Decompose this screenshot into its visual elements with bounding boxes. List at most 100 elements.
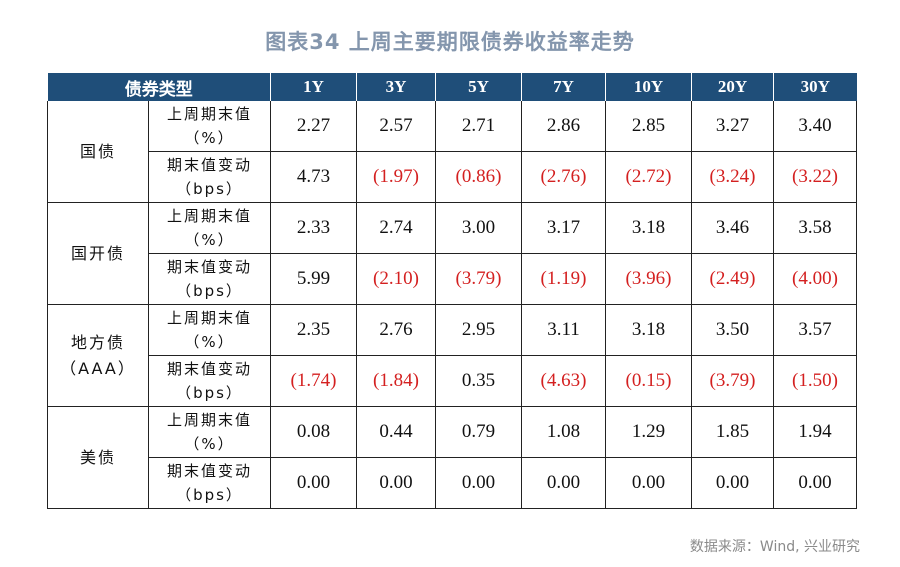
value-cell-1y: 2.27 <box>270 101 357 152</box>
header-row: 债券类型 1Y 3Y 5Y 7Y 10Y 20Y 30Y <box>47 73 857 101</box>
table-row: 期末值变动 （bps） 0.00 0.00 0.00 0.00 0.00 0.00 0.00 <box>48 457 857 509</box>
value-cell-5y: (0.86) <box>435 151 522 203</box>
table-row: 期末值变动 （bps） 4.73 (1.97) (0.86) (2.76) (2.72) (3… <box>48 151 857 203</box>
value-cell-20y: (3.79) <box>691 355 774 407</box>
metric-cell-period-change: 期末值变动 （bps） <box>148 151 271 203</box>
value-cell-10y: 3.18 <box>605 202 692 254</box>
metric-label: （%） <box>184 435 235 453</box>
value-cell-3y: (1.97) <box>356 151 436 203</box>
value-cell-5y: 2.71 <box>435 101 522 152</box>
value-cell-20y: (3.24) <box>691 151 774 203</box>
value-cell-20y: 1.85 <box>691 406 774 458</box>
metric-cell-period-end-value: 上周期末值 （%） <box>148 406 271 458</box>
value-cell-5y: 0.35 <box>435 355 522 407</box>
value-cell-5y: (3.79) <box>435 253 522 305</box>
figure-title: 图表34 上周主要期限债券收益率走势 <box>265 30 635 54</box>
metric-cell-period-end-value: 上周期末值 （%） <box>148 101 271 152</box>
header-cell-1y: 1Y <box>270 73 357 101</box>
value-cell-1y: (1.74) <box>270 355 357 407</box>
metric-label: （%） <box>184 333 235 351</box>
metric-label: 期末值变动 <box>166 156 252 174</box>
header-cell-10y: 10Y <box>605 73 692 101</box>
bond-type-cell-meizhai: 美债 <box>47 406 149 509</box>
value-cell-7y: (4.63) <box>521 355 606 407</box>
metric-label: （bps） <box>176 384 243 402</box>
value-cell-7y: (2.76) <box>521 151 606 203</box>
metric-label: （bps） <box>176 282 243 300</box>
header-cell-20y: 20Y <box>691 73 774 101</box>
metric-label: 上周期末值 <box>166 207 252 225</box>
value-cell-10y: (3.96) <box>605 253 692 305</box>
value-cell-10y: (2.72) <box>605 151 692 203</box>
metric-cell-period-change: 期末值变动 （bps） <box>148 457 271 509</box>
table-body: 国债 上周期末值 （%） 2.27 2.57 2.71 2.86 2.85 3.27 3.40 期末… <box>47 101 857 509</box>
table-row: 国债 上周期末值 （%） 2.27 2.57 2.71 2.86 2.85 3.27 3.40 <box>47 101 857 203</box>
value-cell-10y: 3.18 <box>605 304 692 356</box>
bond-type-label: 国债 <box>79 141 116 161</box>
value-cell-30y: 3.57 <box>773 304 857 356</box>
metric-label: 上周期末值 <box>166 309 252 327</box>
header-cell-3y: 3Y <box>356 73 436 101</box>
metric-label: 上周期末值 <box>166 411 252 429</box>
metric-label: 期末值变动 <box>166 462 252 480</box>
bond-yield-table: 债券类型 1Y 3Y 5Y 7Y 10Y 20Y 30Y 国债 上周期末值 （%） 2… <box>47 73 857 509</box>
value-cell-30y: 0.00 <box>773 457 857 509</box>
metric-label: （%） <box>184 231 235 249</box>
bond-type-label: 国开债 <box>70 243 125 263</box>
value-cell-5y: 2.95 <box>435 304 522 356</box>
metric-cell-period-change: 期末值变动 （bps） <box>148 355 271 407</box>
bond-type-cell-guozhai: 国债 <box>47 101 149 203</box>
header-cell-bond-type: 债券类型 <box>47 73 271 101</box>
table-row: 期末值变动 （bps） (1.74) (1.84) 0.35 (4.63) (0.15) (3… <box>48 355 857 407</box>
value-cell-20y: 3.46 <box>691 202 774 254</box>
value-cell-3y: 0.00 <box>356 457 436 509</box>
metric-cell-period-change: 期末值变动 （bps） <box>148 253 271 305</box>
value-cell-7y: 3.11 <box>521 304 606 356</box>
bond-type-label: 地方债 <box>70 332 125 352</box>
value-cell-30y: (4.00) <box>773 253 857 305</box>
value-cell-1y: 4.73 <box>270 151 357 203</box>
value-cell-30y: 3.40 <box>773 101 857 152</box>
value-cell-30y: 3.58 <box>773 202 857 254</box>
header-cell-5y: 5Y <box>435 73 522 101</box>
bond-type-label: （AAA） <box>60 358 136 378</box>
value-cell-20y: 3.50 <box>691 304 774 356</box>
value-cell-5y: 0.79 <box>435 406 522 458</box>
value-cell-3y: (1.84) <box>356 355 436 407</box>
value-cell-7y: (1.19) <box>521 253 606 305</box>
value-cell-3y: 0.44 <box>356 406 436 458</box>
table-row: 国开债 上周期末值 （%） 2.33 2.74 3.00 3.17 3.18 3.46 3.58 <box>47 202 857 305</box>
metric-cell-period-end-value: 上周期末值 （%） <box>148 304 271 356</box>
table-row: 美债 上周期末值 （%） 0.08 0.44 0.79 1.08 1.29 1.85 1.94 <box>47 406 857 509</box>
value-cell-7y: 0.00 <box>521 457 606 509</box>
value-cell-30y: (1.50) <box>773 355 857 407</box>
table-row: 期末值变动 （bps） 5.99 (2.10) (3.79) (1.19) (3.96) (2… <box>48 253 857 305</box>
value-cell-10y: 2.85 <box>605 101 692 152</box>
value-cell-1y: 5.99 <box>270 253 357 305</box>
value-cell-20y: 0.00 <box>691 457 774 509</box>
value-cell-5y: 3.00 <box>435 202 522 254</box>
value-cell-3y: 2.57 <box>356 101 436 152</box>
metric-cell-period-end-value: 上周期末值 （%） <box>148 202 271 254</box>
value-cell-1y: 2.35 <box>270 304 357 356</box>
bond-type-cell-difangzhai: 地方债 （AAA） <box>47 304 149 407</box>
metric-label: （%） <box>184 129 235 147</box>
value-cell-7y: 1.08 <box>521 406 606 458</box>
value-cell-30y: (3.22) <box>773 151 857 203</box>
value-cell-3y: (2.10) <box>356 253 436 305</box>
value-cell-1y: 0.08 <box>270 406 357 458</box>
value-cell-20y: (2.49) <box>691 253 774 305</box>
value-cell-10y: 1.29 <box>605 406 692 458</box>
value-cell-20y: 3.27 <box>691 101 774 152</box>
metric-label: 期末值变动 <box>166 360 252 378</box>
metric-label: （bps） <box>176 486 243 504</box>
value-cell-5y: 0.00 <box>435 457 522 509</box>
value-cell-1y: 0.00 <box>270 457 357 509</box>
source-note: 数据来源：Wind, 兴业研究 <box>689 539 860 555</box>
metric-label: （bps） <box>176 180 243 198</box>
value-cell-10y: (0.15) <box>605 355 692 407</box>
table-row: 地方债 （AAA） 上周期末值 （%） 2.35 2.76 2.95 3.11 3.18 3.50… <box>47 304 857 407</box>
metric-label: 上周期末值 <box>166 105 252 123</box>
value-cell-3y: 2.74 <box>356 202 436 254</box>
value-cell-10y: 0.00 <box>605 457 692 509</box>
